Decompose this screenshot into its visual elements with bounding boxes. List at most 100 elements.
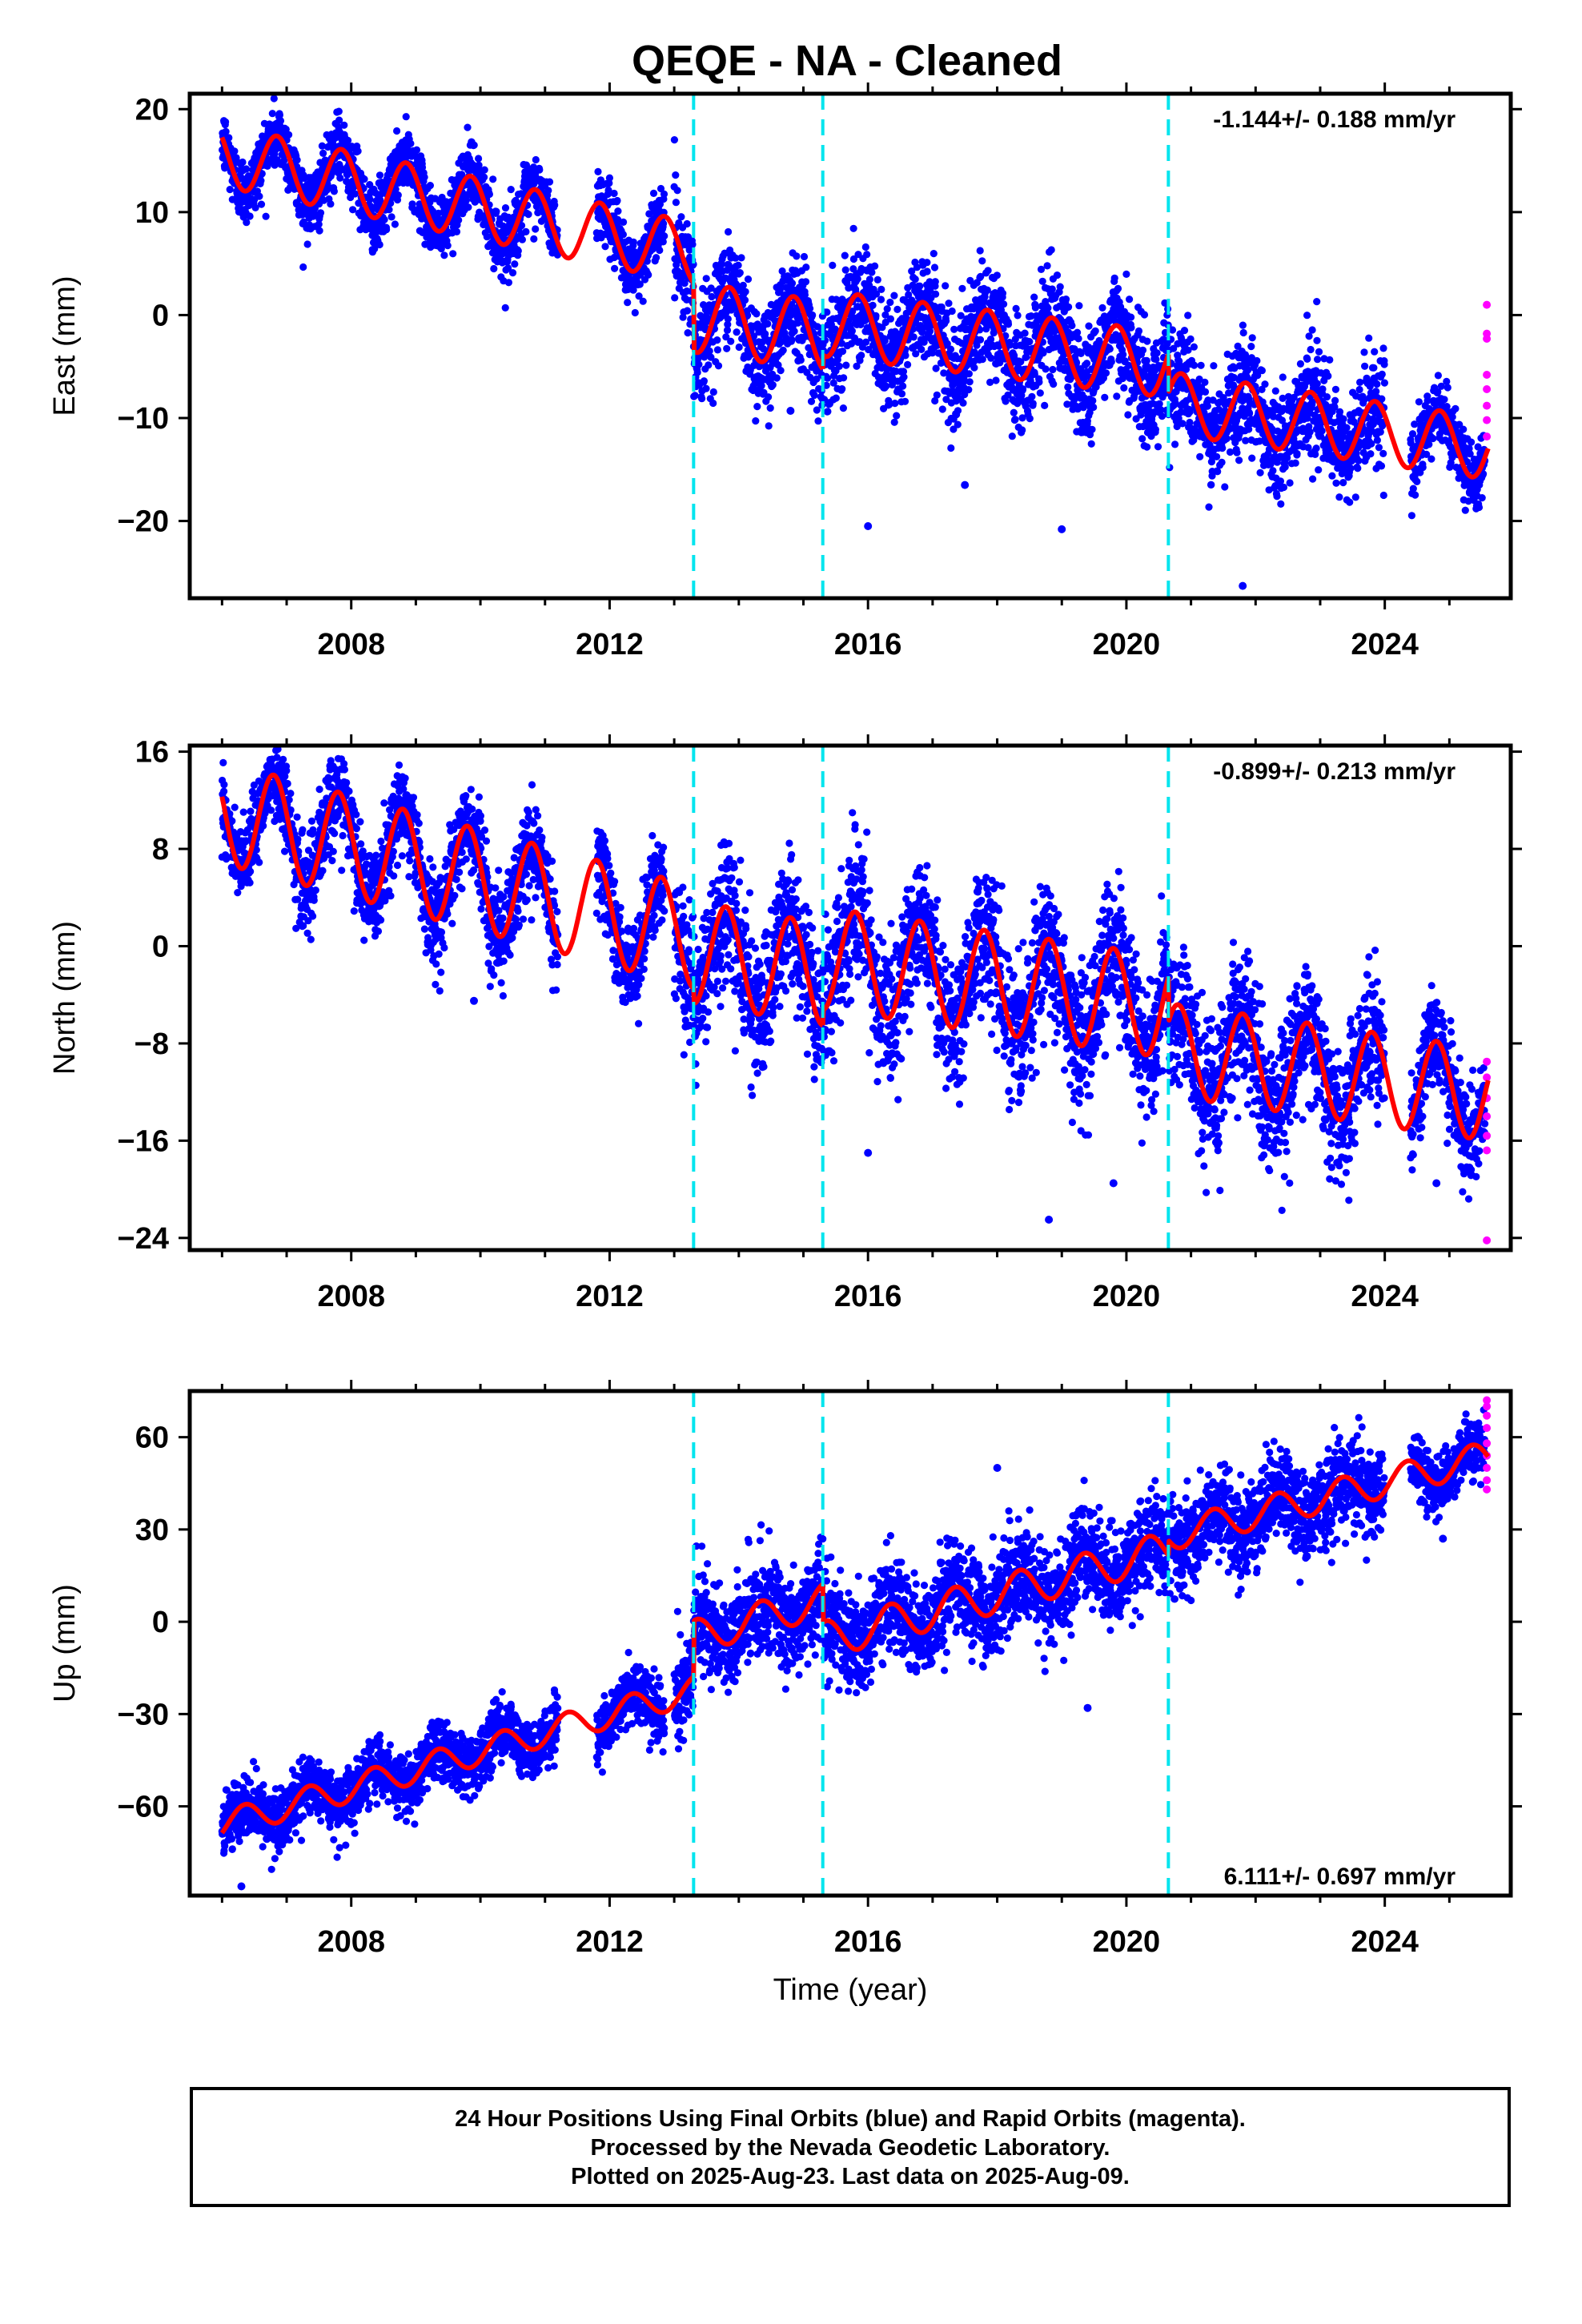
east-data-point [393,127,401,135]
figure-title: QEQE - NA - Cleaned [632,37,1062,85]
east-data-point [1308,326,1316,334]
east-data-point [839,404,847,412]
east-data-point [1279,373,1287,381]
east-data-point [918,328,926,336]
east-data-point [1371,348,1379,356]
east-data-point [1246,409,1254,417]
east-data-point [319,149,327,157]
east-data-point [1248,454,1256,462]
east-data-point [1041,401,1049,409]
east-data-point [886,315,894,323]
east-data-point [753,403,761,411]
east-data-point [900,373,908,381]
east-data-point [480,166,488,174]
east-data-point [391,185,400,193]
east-data-point [1380,360,1388,368]
east-data-point [1256,468,1264,476]
east-data-point [943,340,951,348]
east-data-point [1335,493,1343,501]
east-data-point [255,192,263,200]
east-data-point [863,251,871,259]
east-data-point [1114,284,1122,292]
east-data-point [501,204,510,212]
east-data-point [366,195,374,203]
east-data-point [806,304,814,312]
east-data-point [1313,298,1321,306]
east-data-point [594,167,602,175]
east-data-point [340,121,348,129]
east-data-point [387,213,396,221]
east-data-point [737,254,745,262]
east-data-point [1307,345,1315,354]
east-data-point [736,269,744,277]
east-data-point [1413,477,1421,486]
east-data-point [940,369,948,377]
east-data-point [899,368,908,376]
east-data-point [1248,334,1256,342]
east-data-point [1196,452,1204,460]
east-data-point [904,360,912,368]
east-data-point [700,377,709,385]
east-data-point [908,267,916,275]
east-data-point [1010,408,1018,416]
east-data-point [1065,303,1073,311]
east-data-point [741,287,749,296]
east-data-point [1107,358,1115,366]
east-data-point [1303,355,1311,363]
east-data-point [1373,436,1381,444]
east-data-point [1261,380,1269,388]
east-data-point [327,200,335,208]
east-data-point [656,184,665,193]
east-data-point [243,219,251,227]
east-data-point [849,308,857,316]
east-data-point [1085,322,1093,330]
east-data-point [933,391,941,399]
east-data-point [714,362,723,370]
east-data-point [251,203,259,211]
east-data-point [1370,364,1378,372]
east-data-point [890,418,898,426]
east-data-point [614,207,622,215]
east-data-point [375,240,383,249]
east-data-point [1134,327,1143,335]
east-data-point [978,356,986,364]
east-data-point [1313,380,1321,388]
east-data-point [428,207,437,215]
east-data-point [280,157,288,165]
east-data-point [849,224,857,232]
east-data-point [829,261,837,269]
east-data-point [1328,472,1336,480]
east-data-point [1180,327,1189,335]
east-data-point [1347,464,1355,472]
east-data-point [344,136,352,144]
east-data-point [1106,345,1114,353]
east-data-point [1214,468,1222,476]
east-data-point [931,396,939,405]
east-data-point [841,251,849,259]
east-data-point [932,364,940,372]
east-data-point [1154,443,1162,451]
east-data-point [695,360,703,368]
east-data-point [1030,293,1038,301]
east-data-point [336,174,344,182]
east-data-point [1138,346,1147,354]
east-data-point [524,211,532,219]
east-data-point [1354,464,1362,472]
east-data-point [976,336,985,344]
east-data-point [420,173,428,181]
east-data-point [1031,304,1039,312]
east-data-point [948,307,956,316]
east-data-point [965,370,973,378]
east-data-point [631,308,639,317]
east-data-point [814,417,822,425]
east-data-point [917,345,926,353]
east-data-point [1088,425,1096,433]
east-data-point [604,186,612,195]
east-data-point [932,290,940,298]
east-data-point [437,244,445,253]
east-data-point [965,386,973,394]
east-data-point [375,171,384,179]
east-data-point [853,275,861,283]
